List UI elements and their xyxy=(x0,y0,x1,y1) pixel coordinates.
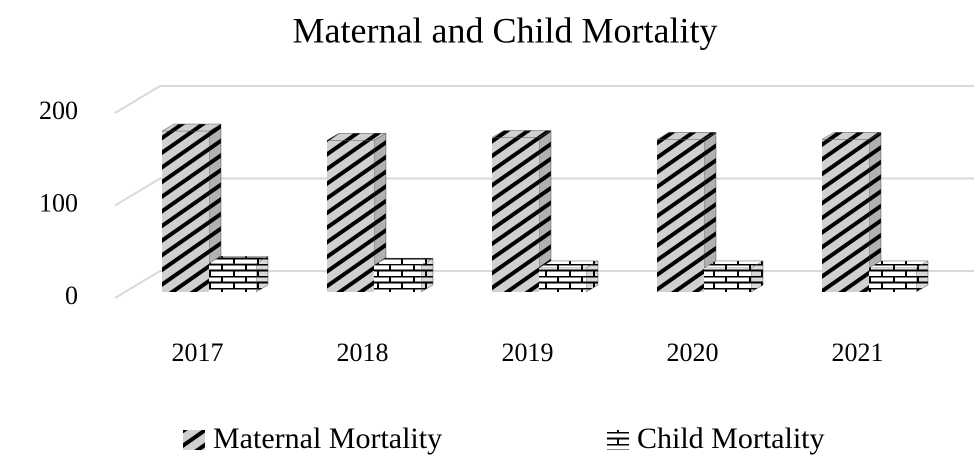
bar-top xyxy=(656,132,717,140)
bar-top xyxy=(703,260,764,269)
bar-front xyxy=(704,267,751,292)
bar-front xyxy=(327,140,374,292)
bar-top xyxy=(491,130,552,138)
chart-title: Maternal and Child Mortality xyxy=(293,10,718,50)
y-tick-label: 0 xyxy=(65,281,78,310)
bar-top xyxy=(821,132,882,140)
bar-side-shade xyxy=(916,260,928,292)
legend-label: Maternal Mortality xyxy=(213,422,442,455)
legend-swatch xyxy=(607,430,629,450)
bar-side-shade xyxy=(209,124,221,292)
bar-top xyxy=(161,123,222,132)
bar-top xyxy=(868,260,929,269)
bar-front xyxy=(539,267,586,292)
bar-top xyxy=(538,260,599,269)
legend-swatch xyxy=(183,430,205,450)
x-tick-label: 2021 xyxy=(832,338,884,367)
x-tick-label: 2019 xyxy=(502,338,554,367)
bar-top xyxy=(326,133,387,141)
bar-side-shade xyxy=(869,132,881,292)
grid-line xyxy=(114,85,974,114)
y-tick-label: 100 xyxy=(39,188,78,217)
x-tick-label: 2018 xyxy=(337,338,389,367)
bar xyxy=(538,260,599,293)
bar xyxy=(821,131,882,293)
bar-side-shade xyxy=(539,130,551,292)
bar-front xyxy=(374,265,421,292)
bar xyxy=(373,257,434,293)
bar-side-shade xyxy=(374,133,386,292)
bar-side-shade xyxy=(586,260,598,292)
bar-front xyxy=(492,137,539,292)
bar-side-shade xyxy=(751,260,763,292)
x-tick-label: 2020 xyxy=(667,338,719,367)
legend-label: Child Mortality xyxy=(637,422,825,455)
bar-top xyxy=(208,256,269,264)
bar xyxy=(161,123,222,293)
bar-side-shade xyxy=(704,132,716,292)
bar-front xyxy=(657,139,704,292)
bar-top xyxy=(373,257,434,266)
bar xyxy=(208,255,269,293)
bar xyxy=(656,131,717,293)
bar-front xyxy=(162,131,209,292)
bar-front xyxy=(822,139,869,292)
bar-front xyxy=(209,263,256,292)
bar xyxy=(703,260,764,293)
bar-side-shade xyxy=(421,258,433,292)
bar-front xyxy=(869,267,916,292)
y-tick-label: 200 xyxy=(39,96,78,125)
bar-side-shade xyxy=(256,256,268,292)
bar xyxy=(868,260,929,293)
x-tick-label: 2017 xyxy=(172,338,224,367)
bar xyxy=(326,132,387,293)
